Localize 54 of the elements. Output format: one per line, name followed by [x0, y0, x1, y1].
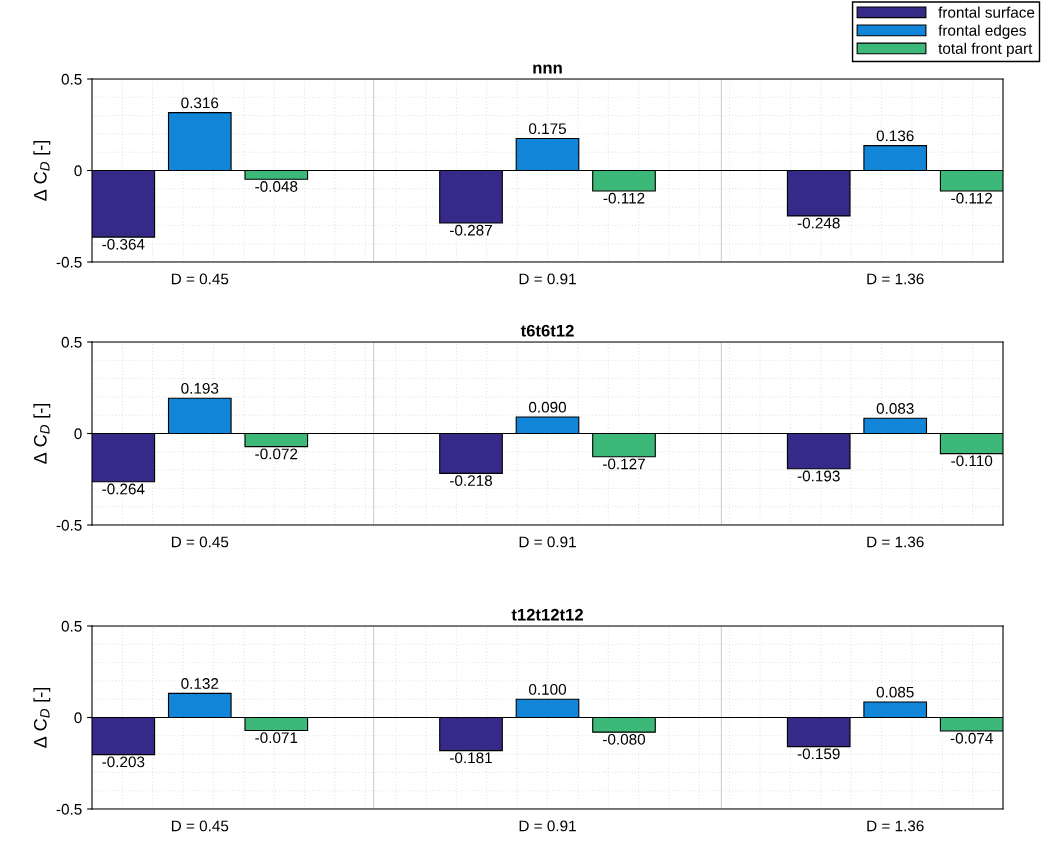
data-label: 0.175: [528, 123, 566, 135]
data-label: -0.080: [603, 733, 646, 745]
y-tick-label: 0: [74, 712, 82, 724]
data-label: -0.074: [950, 732, 993, 744]
y-tick-label: -0.5: [56, 803, 82, 815]
x-tick-label: D = 1.36: [867, 820, 924, 832]
data-label: -0.364: [102, 238, 145, 250]
data-label: 0.193: [181, 382, 219, 394]
data-label: 0.083: [876, 403, 914, 414]
data-label: -0.127: [603, 458, 645, 470]
y-axis-title: Δ C$_{D}$ [-]: [33, 141, 51, 201]
y-tick-label: 0.5: [61, 73, 82, 85]
data-label: 0.316: [181, 97, 219, 109]
legend-label: total front part: [938, 42, 1033, 57]
data-label: -0.112: [603, 192, 645, 204]
x-tick-label: D = 0.91: [519, 820, 576, 832]
data-label: -0.048: [255, 181, 298, 192]
chart-title: t6t6t12: [520, 324, 574, 337]
data-label: -0.287: [450, 224, 492, 236]
data-label: -0.112: [951, 192, 993, 204]
data-label: -0.110: [951, 455, 993, 467]
y-tick-label: -0.5: [56, 519, 82, 531]
data-label: -0.159: [797, 748, 840, 760]
x-tick-label: D = 0.45: [171, 273, 229, 285]
y-axis-title: Δ C$_{D}$ [-]: [33, 688, 51, 748]
data-label: -0.071: [255, 732, 298, 744]
x-tick-label: D = 0.91: [519, 273, 576, 285]
data-label: -0.072: [255, 448, 298, 460]
data-label: 0.090: [528, 401, 567, 413]
data-label: 0.100: [528, 683, 567, 695]
y-tick-label: 0: [74, 428, 82, 440]
y-tick-label: 0.5: [61, 620, 82, 632]
x-tick-label: D = 0.91: [519, 536, 576, 548]
data-label: -0.193: [797, 470, 840, 482]
chart-title: t12t12t12: [511, 608, 583, 621]
y-tick-label: 0.5: [61, 336, 82, 348]
x-tick-label: D = 1.36: [867, 273, 924, 285]
data-label: -0.264: [102, 483, 145, 495]
legend-label: frontal edges: [938, 24, 1026, 39]
data-label: 0.132: [181, 678, 219, 689]
x-tick-label: D = 0.45: [171, 820, 229, 832]
y-tick-label: -0.5: [56, 256, 82, 268]
data-label: -0.248: [797, 217, 840, 229]
chart-title: nnn: [533, 64, 562, 74]
data-label: 0.085: [876, 686, 914, 698]
data-label: -0.203: [102, 756, 145, 768]
data-label: -0.218: [450, 475, 492, 486]
legend-label: frontal surface: [938, 6, 1035, 18]
data-label: -0.181: [450, 752, 492, 764]
x-tick-label: D = 1.36: [867, 536, 924, 548]
y-tick-label: 0: [74, 165, 82, 177]
y-axis-title: Δ C$_{D}$ [-]: [33, 404, 51, 464]
x-tick-label: D = 0.45: [171, 536, 229, 548]
data-label: 0.136: [876, 130, 914, 142]
